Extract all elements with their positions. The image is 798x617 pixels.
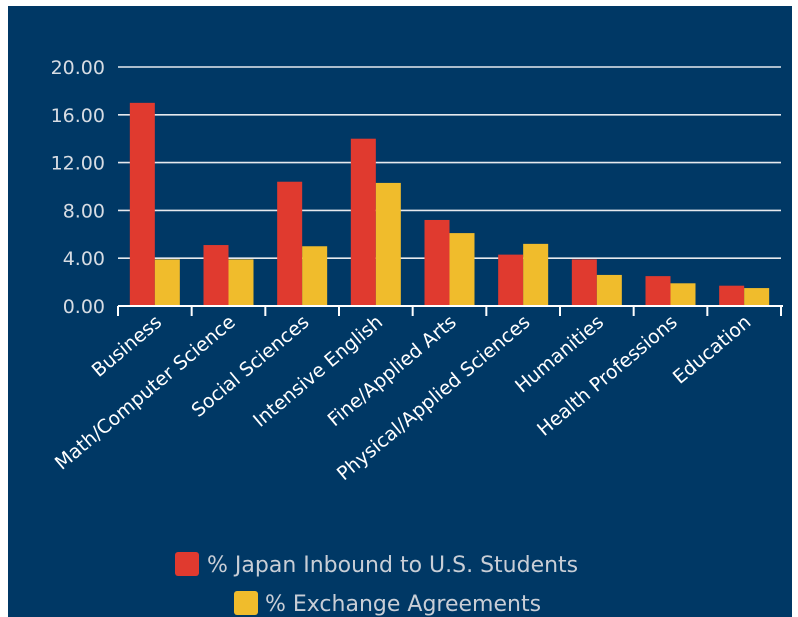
bar-japan-0: [129, 102, 155, 306]
bar-exchange-4: [449, 233, 475, 306]
gridlines: [118, 66, 781, 259]
bar-chart: 0.00 4.00 8.00 12.00 16.00 20.00 BusinessMath…: [51, 57, 783, 617]
x-category-label: Intensive English: [249, 311, 387, 432]
y-tick-label: 16.00: [51, 105, 105, 127]
y-tick-label: 8.00: [63, 200, 105, 222]
y-tick-label: 12.00: [51, 153, 105, 175]
bar-japan-8: [719, 285, 745, 306]
bar-exchange-1: [228, 259, 254, 306]
bar-japan-5: [498, 254, 524, 306]
bar-exchange-0: [154, 259, 180, 306]
chart-panel: 0.00 4.00 8.00 12.00 16.00 20.00 Business Math…: [8, 6, 792, 617]
legend-item-japan[interactable]: % Japan Inbound to U.S. Students: [175, 552, 578, 578]
legend-swatch-japan: [175, 552, 199, 576]
legend-swatch-exchange: [234, 591, 258, 615]
bar-exchange-7: [670, 283, 696, 306]
bar-japan-4: [424, 219, 450, 306]
bar-exchange-6: [596, 274, 622, 306]
x-axis: [117, 305, 783, 316]
bar-japan-1: [203, 245, 229, 306]
legend-label-japan: % Japan Inbound to U.S. Students: [207, 553, 578, 578]
y-tick-label: 4.00: [63, 248, 105, 270]
x-category-label: Fine/Applied Arts: [324, 311, 461, 431]
bar-exchange-3: [375, 182, 401, 306]
y-axis-tick-labels: 0.00 4.00 8.00 12.00 16.00 20.00: [51, 57, 105, 318]
bar-exchange-5: [523, 243, 549, 306]
bar-exchange-8: [744, 288, 770, 306]
bar-japan-2: [277, 181, 303, 306]
bar-japan-3: [350, 138, 376, 306]
legend: % Japan Inbound to U.S. Students % Excha…: [175, 552, 578, 617]
bar-japan-6: [571, 259, 597, 306]
legend-label-exchange: % Exchange Agreements: [265, 592, 541, 617]
y-tick-label: 20.00: [51, 57, 105, 79]
x-category-label: Health Professions: [533, 311, 682, 441]
legend-item-exchange[interactable]: % Exchange Agreements: [234, 591, 541, 617]
x-category-label: Education: [669, 311, 756, 389]
bar-exchange-2: [302, 246, 328, 306]
bars: [129, 102, 770, 306]
bar-japan-7: [645, 276, 671, 306]
y-tick-label: 0.00: [63, 296, 105, 318]
